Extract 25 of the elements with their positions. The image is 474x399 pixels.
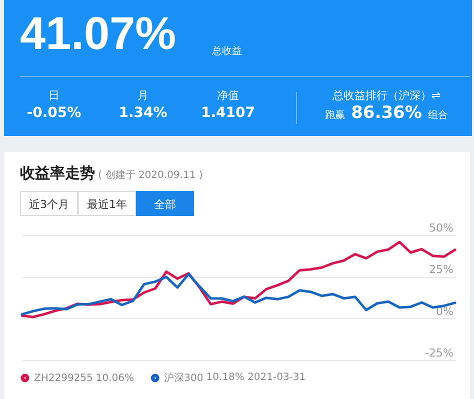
- text: 总收益排行（沪深）⇌: [331, 88, 442, 103]
- y-tick-label: 25%: [429, 263, 454, 276]
- text: 10.18% 2021-03-31: [206, 372, 306, 383]
- text: 10.06%: [96, 372, 134, 385]
- y-tick-label: 50%: [429, 222, 454, 234]
- text: 日: [48, 88, 60, 103]
- chart-title: 收益率走势: [20, 164, 95, 182]
- text: 41.07%: [20, 6, 176, 60]
- text: 全部: [136, 191, 194, 216]
- y-tick-label: -25%: [425, 346, 454, 360]
- text: 1.4107: [200, 105, 256, 121]
- text: 最近1年: [78, 191, 136, 216]
- chart-subtitle: ( 创建于 2020.09.11 ): [97, 170, 203, 181]
- text: 月: [136, 88, 150, 103]
- text: -0.05%: [26, 105, 82, 121]
- legend-label: 沪深300: [164, 372, 204, 384]
- text: 总收益: [212, 44, 242, 58]
- text: 跑赢: [325, 110, 346, 121]
- legend-label: ZH2299255: [34, 373, 93, 384]
- text: 1.34%: [118, 105, 168, 121]
- text: 86.36%: [350, 103, 423, 123]
- text: 组合: [428, 110, 448, 121]
- y-tick-label: 0%: [436, 304, 454, 318]
- text: 近3个月: [20, 191, 78, 216]
- text: 净值: [216, 88, 240, 103]
